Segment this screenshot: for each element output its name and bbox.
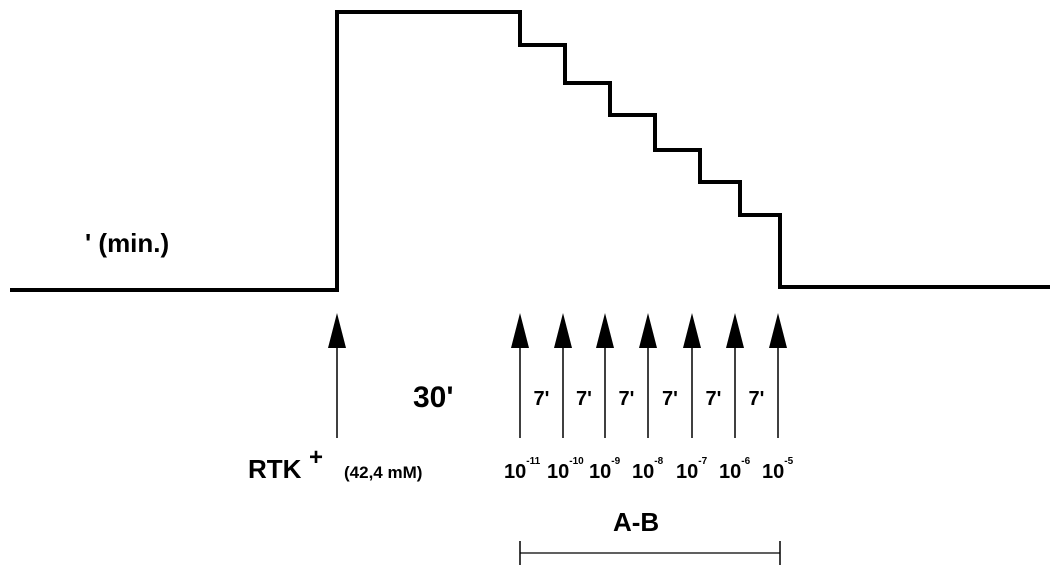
- step-interval-label: 7': [534, 388, 550, 410]
- stimulus-name: RTK: [248, 454, 302, 484]
- dose-arrow: [769, 313, 787, 438]
- dose-exponent: -9: [611, 456, 620, 467]
- dose-arrows: [511, 313, 787, 438]
- dose-base: 10: [589, 461, 611, 483]
- dose-label: 10-7: [676, 456, 708, 483]
- dose-label: 10-10: [547, 456, 584, 483]
- dose-label: 10-9: [589, 456, 621, 483]
- dose-exponent: -5: [784, 456, 793, 467]
- dose-arrow: [683, 313, 701, 438]
- baseline-interval-label: 30': [413, 381, 454, 414]
- step-interval-label: 7': [706, 388, 722, 410]
- stimulus-superscript: +: [309, 444, 323, 471]
- stimulus-label: RTK + (42,4 mM): [248, 444, 422, 484]
- dose-labels: 10-11 10-10 10-9 10-8 10-7 10-6 10-5: [504, 456, 794, 483]
- step-interval-label: 7': [662, 388, 678, 410]
- dose-arrow: [596, 313, 614, 438]
- dose-base: 10: [762, 461, 784, 483]
- dose-label: 10-11: [504, 456, 541, 483]
- range-label: A-B: [613, 507, 659, 537]
- dose-arrow: [639, 313, 657, 438]
- dose-label: 10-5: [762, 456, 794, 483]
- step-interval-label: 7': [619, 388, 635, 410]
- dose-label: 10-8: [632, 456, 664, 483]
- stimulus-concentration: (42,4 mM): [344, 463, 422, 482]
- dose-exponent: -7: [698, 456, 707, 467]
- dose-exponent: -10: [569, 456, 584, 467]
- step-interval-labels: 7' 7' 7' 7' 7' 7': [534, 388, 765, 410]
- time-unit-label: ' (min.): [85, 228, 169, 258]
- dose-exponent: -8: [654, 456, 663, 467]
- dose-arrow: [511, 313, 529, 438]
- dose-exponent: -11: [526, 456, 540, 467]
- response-trace: [10, 10, 1050, 292]
- dose-exponent: -6: [741, 456, 750, 467]
- stimulus-arrow: [328, 313, 346, 438]
- dose-base: 10: [719, 461, 741, 483]
- dose-base: 10: [676, 461, 698, 483]
- dose-base: 10: [504, 461, 526, 483]
- dose-base: 10: [632, 461, 654, 483]
- step-interval-label: 7': [749, 388, 765, 410]
- dose-arrow: [726, 313, 744, 438]
- dose-arrow: [554, 313, 572, 438]
- range-bracket: [519, 541, 781, 565]
- dose-base: 10: [547, 461, 569, 483]
- step-interval-label: 7': [576, 388, 592, 410]
- dose-label: 10-6: [719, 456, 751, 483]
